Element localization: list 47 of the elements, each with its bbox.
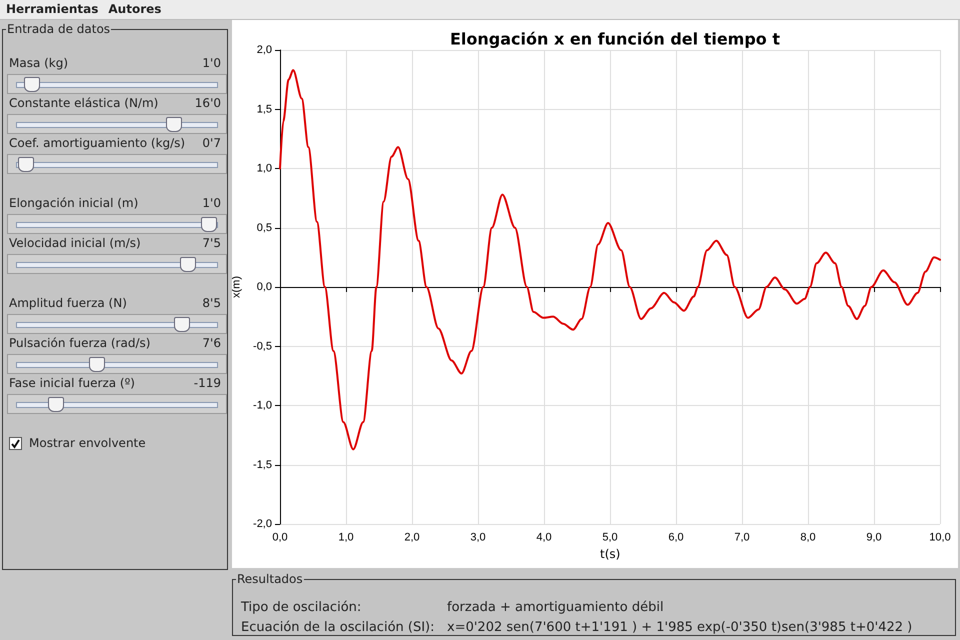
y-tick-label: 2,0 [256,44,272,56]
chart-title: Elongación x en función del tiempo t [450,30,780,48]
y-tick-label: -1,5 [253,458,272,471]
text: 0'7 [202,136,221,150]
text: Coef. amortiguamiento (kg/s) [9,136,186,150]
text: Velocidad inicial (m/s) [9,236,141,250]
x-tick-label: 10,0 [929,532,951,544]
text: Amplitud fuerza (N) [9,296,127,310]
x-tick-label: 1,0 [338,532,354,544]
x-tick-label: 0,0 [272,532,288,544]
text: forzada + amortiguamiento débil [447,600,664,615]
text: Constante elástica (N/m) [9,96,158,110]
text: Mostrar envolvente [29,436,146,450]
text: Herramientas [6,1,98,18]
text: Entrada de datos [6,22,112,36]
y-tick-label: -1,0 [253,400,272,412]
x-tick-label: 4,0 [536,532,552,544]
x-tick-label: 3,0 [470,532,486,544]
text: Tipo de oscilación: [241,600,362,615]
x-tick-label: 9,0 [866,532,882,544]
text: x=0'202 sen(7'600 t+1'191 ) + 1'985 exp(-0'350 t)sen(3'985 t+0'422 ) [447,620,912,635]
text: 16'0 [194,96,221,110]
text: 7'5 [202,236,221,250]
text: 1'0 [202,196,221,210]
y-tick-label: 0,5 [256,222,272,234]
text: Pulsación fuerza (rad/s) [9,336,150,350]
x-tick-label: 6,0 [668,532,684,544]
y-tick-label: 0,0 [256,281,272,293]
y-tick-label: 1,5 [256,103,272,116]
text: Autores [108,1,162,18]
x-tick-label: 8,0 [800,532,816,544]
y-tick-label: -0,5 [253,340,272,352]
text: Ecuación de la oscilación (SI): [241,620,435,635]
text: 1'0 [202,56,221,70]
x-tick-label: 2,0 [404,532,420,544]
text: 8'5 [202,296,221,310]
text: Masa (kg) [9,56,68,70]
y-tick-label: 1,0 [256,162,272,174]
text: Resultados [236,572,304,586]
x-tick-label: 7,0 [734,532,750,544]
text: -119 [194,376,221,390]
x-tick-label: 5,0 [602,532,618,544]
x-axis-title: t(s) [600,547,620,561]
y-tick-label: -2,0 [253,518,272,530]
text: 7'6 [202,336,221,350]
text: Elongación inicial (m) [9,196,138,210]
text: Fase inicial fuerza (º) [9,376,135,390]
